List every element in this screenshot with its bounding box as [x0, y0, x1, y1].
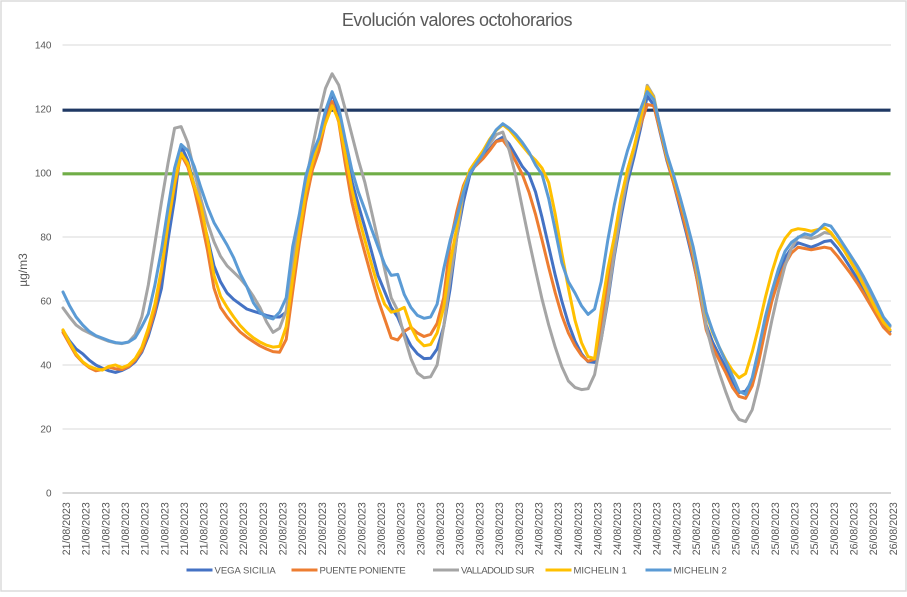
svg-text:22/08/2023: 22/08/2023: [278, 502, 290, 555]
svg-text:21/08/2023: 21/08/2023: [140, 502, 152, 555]
svg-text:26/08/2023: 26/08/2023: [868, 502, 880, 555]
svg-text:21/08/2023: 21/08/2023: [159, 502, 171, 555]
svg-text:MICHELIN 1: MICHELIN 1: [574, 566, 627, 577]
svg-text:24/08/2023: 24/08/2023: [612, 502, 624, 555]
svg-text:24/08/2023: 24/08/2023: [671, 502, 683, 555]
svg-text:VALLADOLID SUR: VALLADOLID SUR: [461, 566, 535, 577]
svg-text:22/08/2023: 22/08/2023: [218, 502, 230, 555]
svg-text:26/08/2023: 26/08/2023: [888, 502, 900, 555]
svg-text:23/08/2023: 23/08/2023: [455, 502, 467, 555]
svg-text:24/08/2023: 24/08/2023: [553, 502, 565, 555]
svg-text:23/08/2023: 23/08/2023: [514, 502, 526, 555]
svg-text:21/08/2023: 21/08/2023: [61, 502, 73, 555]
svg-text:0: 0: [46, 489, 52, 500]
svg-text:23/08/2023: 23/08/2023: [435, 502, 447, 555]
svg-text:24/08/2023: 24/08/2023: [632, 502, 644, 555]
svg-text:22/08/2023: 22/08/2023: [337, 502, 349, 555]
svg-text:22/08/2023: 22/08/2023: [238, 502, 250, 555]
svg-text:26/08/2023: 26/08/2023: [849, 502, 861, 555]
svg-text:24/08/2023: 24/08/2023: [593, 502, 605, 555]
svg-text:140: 140: [35, 41, 52, 52]
svg-text:23/08/2023: 23/08/2023: [376, 502, 388, 555]
svg-text:25/08/2023: 25/08/2023: [809, 502, 821, 555]
svg-text:23/08/2023: 23/08/2023: [396, 502, 408, 555]
svg-text:80: 80: [40, 233, 52, 244]
svg-text:60: 60: [40, 297, 52, 308]
svg-text:22/08/2023: 22/08/2023: [297, 502, 309, 555]
svg-text:23/08/2023: 23/08/2023: [474, 502, 486, 555]
svg-text:25/08/2023: 25/08/2023: [730, 502, 742, 555]
svg-text:21/08/2023: 21/08/2023: [81, 502, 93, 555]
svg-text:25/08/2023: 25/08/2023: [691, 502, 703, 555]
svg-text:25/08/2023: 25/08/2023: [770, 502, 782, 555]
svg-text:22/08/2023: 22/08/2023: [317, 502, 329, 555]
svg-text:Evolución valores octohorarios: Evolución valores octohorarios: [342, 10, 573, 30]
svg-text:20: 20: [40, 425, 52, 436]
svg-text:VEGA SICILIA: VEGA SICILIA: [215, 566, 277, 577]
svg-text:23/08/2023: 23/08/2023: [415, 502, 427, 555]
svg-text:µg/m3: µg/m3: [16, 253, 30, 287]
svg-text:25/08/2023: 25/08/2023: [789, 502, 801, 555]
svg-text:MICHELIN 2: MICHELIN 2: [674, 566, 727, 577]
svg-text:25/08/2023: 25/08/2023: [829, 502, 841, 555]
svg-text:21/08/2023: 21/08/2023: [100, 502, 112, 555]
svg-text:100: 100: [35, 169, 52, 180]
svg-text:21/08/2023: 21/08/2023: [120, 502, 132, 555]
svg-text:23/08/2023: 23/08/2023: [494, 502, 506, 555]
svg-text:120: 120: [35, 105, 52, 116]
svg-text:24/08/2023: 24/08/2023: [652, 502, 664, 555]
svg-text:22/08/2023: 22/08/2023: [258, 502, 270, 555]
svg-text:24/08/2023: 24/08/2023: [534, 502, 546, 555]
svg-text:40: 40: [40, 361, 52, 372]
svg-text:PUENTE PONIENTE: PUENTE PONIENTE: [320, 566, 406, 577]
svg-text:25/08/2023: 25/08/2023: [750, 502, 762, 555]
svg-text:21/08/2023: 21/08/2023: [199, 502, 211, 555]
svg-text:24/08/2023: 24/08/2023: [573, 502, 585, 555]
svg-text:22/08/2023: 22/08/2023: [356, 502, 368, 555]
svg-text:25/08/2023: 25/08/2023: [711, 502, 723, 555]
svg-text:21/08/2023: 21/08/2023: [179, 502, 191, 555]
